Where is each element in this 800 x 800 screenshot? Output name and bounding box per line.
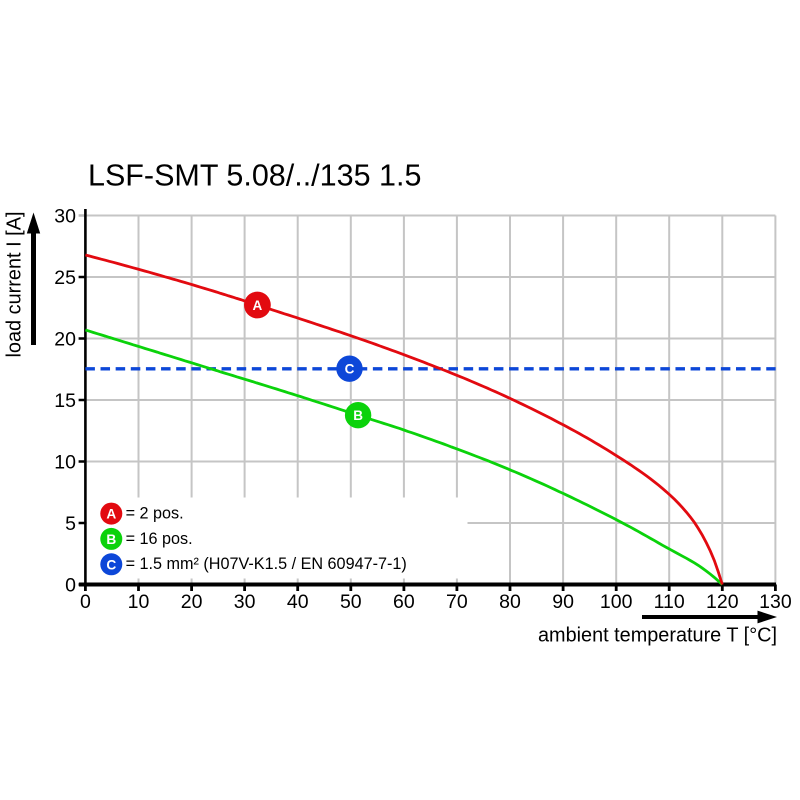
svg-text:= 16 pos.: = 16 pos. (126, 530, 193, 548)
svg-text:30: 30 (234, 591, 256, 613)
svg-text:130: 130 (759, 591, 792, 613)
svg-text:25: 25 (54, 267, 76, 289)
svg-text:120: 120 (706, 591, 739, 613)
svg-text:A: A (106, 507, 116, 522)
svg-text:0: 0 (65, 575, 76, 597)
svg-text:0: 0 (80, 591, 91, 613)
svg-text:= 1.5 mm² (H07V-K1.5 / EN 6094: = 1.5 mm² (H07V-K1.5 / EN 60947-7-1) (126, 555, 407, 573)
svg-text:20: 20 (54, 329, 76, 351)
svg-text:10: 10 (54, 452, 76, 474)
svg-text:B: B (106, 532, 116, 547)
svg-text:50: 50 (340, 591, 362, 613)
svg-text:80: 80 (499, 591, 521, 613)
svg-text:C: C (345, 362, 355, 377)
svg-text:90: 90 (552, 591, 574, 613)
svg-text:B: B (353, 408, 363, 423)
svg-text:110: 110 (654, 591, 685, 613)
svg-text:= 2 pos.: = 2 pos. (126, 505, 184, 523)
svg-text:60: 60 (393, 591, 415, 613)
svg-text:load current I [A]: load current I [A] (4, 212, 26, 358)
svg-text:100: 100 (600, 591, 633, 613)
svg-text:ambient temperature T [°C]: ambient temperature T [°C] (538, 625, 777, 647)
svg-text:C: C (106, 557, 116, 572)
svg-text:10: 10 (128, 591, 150, 613)
svg-text:15: 15 (54, 390, 76, 412)
svg-text:70: 70 (446, 591, 468, 613)
svg-text:LSF-SMT 5.08/../135 1.5: LSF-SMT 5.08/../135 1.5 (88, 159, 421, 193)
svg-text:5: 5 (65, 513, 76, 535)
svg-text:30: 30 (54, 206, 76, 228)
svg-text:20: 20 (181, 591, 203, 613)
svg-text:A: A (253, 298, 263, 313)
svg-text:40: 40 (287, 591, 309, 613)
